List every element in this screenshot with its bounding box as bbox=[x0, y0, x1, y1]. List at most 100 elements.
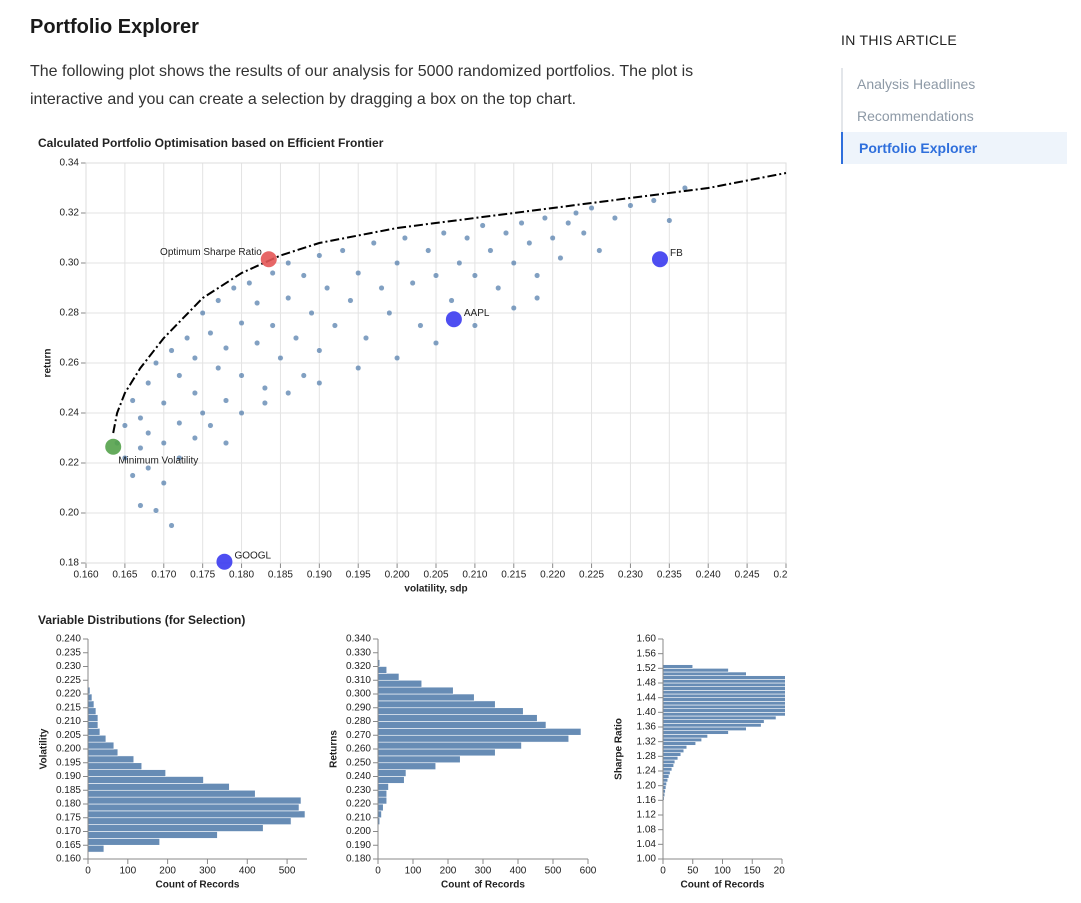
bar bbox=[662, 763, 675, 768]
y-tick-label: 0.290 bbox=[346, 702, 371, 713]
x-tick-label: 0.185 bbox=[268, 570, 293, 581]
y-tick-label: 0.24 bbox=[60, 408, 80, 419]
bar bbox=[377, 728, 582, 736]
y-tick-label: 0.240 bbox=[346, 771, 371, 782]
y-tick-label: 0.165 bbox=[56, 840, 81, 851]
y-tick-label: 0.280 bbox=[346, 716, 371, 727]
x-axis: 0.160 0.165 0.170 0.175 0.180 0.185 0.190 0.195… bbox=[73, 163, 788, 581]
portfolio-point bbox=[168, 522, 175, 529]
portfolio-point bbox=[580, 229, 587, 237]
y-tick-label: 0.160 bbox=[56, 854, 81, 865]
y-tick-label: 0.22 bbox=[60, 458, 80, 469]
bar bbox=[662, 759, 676, 764]
bar bbox=[662, 752, 682, 757]
bar bbox=[662, 690, 785, 695]
bar bbox=[377, 783, 389, 791]
section-title: Variable Distributions (for Selection) bbox=[38, 613, 245, 627]
portfolio-point bbox=[308, 309, 315, 317]
bar bbox=[662, 682, 785, 687]
bar bbox=[662, 748, 685, 753]
portfolio-point bbox=[541, 214, 548, 222]
y-tick-label: 0.340 bbox=[346, 634, 371, 645]
portfolio-point bbox=[510, 304, 517, 312]
bar bbox=[662, 668, 729, 673]
portfolio-point bbox=[184, 334, 191, 342]
x-tick-label: 0.190 bbox=[307, 570, 332, 581]
portfolio-point bbox=[238, 372, 245, 379]
x-tick-label: 0.235 bbox=[657, 570, 682, 581]
bar bbox=[87, 700, 95, 709]
portfolio-point bbox=[666, 217, 673, 224]
portfolio-point bbox=[137, 502, 144, 509]
bar bbox=[377, 796, 388, 805]
portfolio-point bbox=[627, 202, 634, 209]
bar bbox=[87, 844, 105, 853]
portfolio-point bbox=[316, 347, 323, 354]
y-tick-label: 0.180 bbox=[346, 854, 371, 865]
y-axis-title: Returns bbox=[329, 730, 340, 768]
toc: Analysis Headlines Recommendations Portfol… bbox=[841, 68, 1067, 164]
portfolio-point bbox=[121, 422, 128, 429]
y-tick-label: 0.235 bbox=[56, 647, 81, 658]
y-tick-label: 0.26 bbox=[60, 358, 80, 369]
x-tick-label: 0.245 bbox=[735, 570, 760, 581]
portfolio-point bbox=[464, 234, 471, 242]
y-tick-label: 0.230 bbox=[346, 785, 371, 796]
highlight-point bbox=[652, 251, 668, 268]
bar bbox=[662, 774, 670, 779]
bar bbox=[662, 723, 762, 728]
bars bbox=[377, 659, 582, 825]
bar bbox=[87, 776, 204, 784]
bar bbox=[377, 755, 461, 764]
bar bbox=[662, 778, 669, 783]
y-tick-label: 0.220 bbox=[346, 799, 371, 810]
toc-link[interactable]: Portfolio Explorer bbox=[841, 132, 1067, 164]
bar bbox=[377, 748, 496, 757]
x-tick-label: 200 bbox=[774, 866, 791, 877]
bar bbox=[377, 679, 423, 688]
portfolio-point bbox=[650, 197, 657, 204]
y-tick-label: 0.20 bbox=[60, 508, 80, 519]
bar bbox=[377, 762, 437, 770]
x-tick-label: 0.200 bbox=[385, 570, 410, 581]
portfolio-point bbox=[370, 239, 377, 247]
portfolio-point bbox=[222, 439, 230, 447]
y-tick-label: 0.250 bbox=[346, 757, 371, 768]
portfolio-point bbox=[394, 259, 401, 267]
y-axis-title: return bbox=[43, 349, 54, 378]
bar bbox=[662, 671, 747, 676]
portfolio-point bbox=[199, 409, 206, 417]
bar bbox=[377, 673, 400, 681]
toc-link[interactable]: Analysis Headlines bbox=[857, 76, 976, 92]
portfolio-point bbox=[495, 284, 502, 292]
highlight-label: GOOGL bbox=[234, 550, 271, 561]
page-title: Portfolio Explorer bbox=[30, 16, 199, 38]
portfolio-point bbox=[129, 472, 136, 479]
y-tick-label: 1.16 bbox=[637, 795, 657, 806]
chart-title: Calculated Portfolio Optimisation based … bbox=[38, 136, 384, 150]
bars bbox=[662, 664, 785, 801]
bar bbox=[87, 707, 97, 715]
bar bbox=[87, 693, 93, 702]
bar bbox=[87, 810, 306, 819]
toc-link[interactable]: Recommendations bbox=[857, 108, 974, 124]
bar bbox=[87, 783, 230, 791]
bar bbox=[377, 741, 522, 750]
x-tick-label: 300 bbox=[199, 866, 216, 877]
y-tick-label: 0.190 bbox=[56, 771, 81, 782]
bar bbox=[87, 734, 107, 743]
highlight-label: AAPL bbox=[464, 308, 490, 319]
bar bbox=[377, 803, 384, 812]
portfolio-point bbox=[355, 269, 362, 277]
x-tick-label: 0.195 bbox=[346, 570, 371, 581]
y-tick-label: 0.170 bbox=[56, 826, 81, 837]
bar bbox=[662, 693, 785, 698]
x-tick-label: 600 bbox=[580, 866, 597, 877]
x-axis-title: volatility, sdp bbox=[404, 584, 467, 595]
bar bbox=[662, 745, 688, 750]
portfolio-point bbox=[160, 479, 167, 487]
x-tick-label: 0.215 bbox=[501, 570, 526, 581]
portfolio-point bbox=[440, 229, 447, 237]
portfolio-point bbox=[534, 294, 541, 302]
bar bbox=[87, 769, 166, 777]
